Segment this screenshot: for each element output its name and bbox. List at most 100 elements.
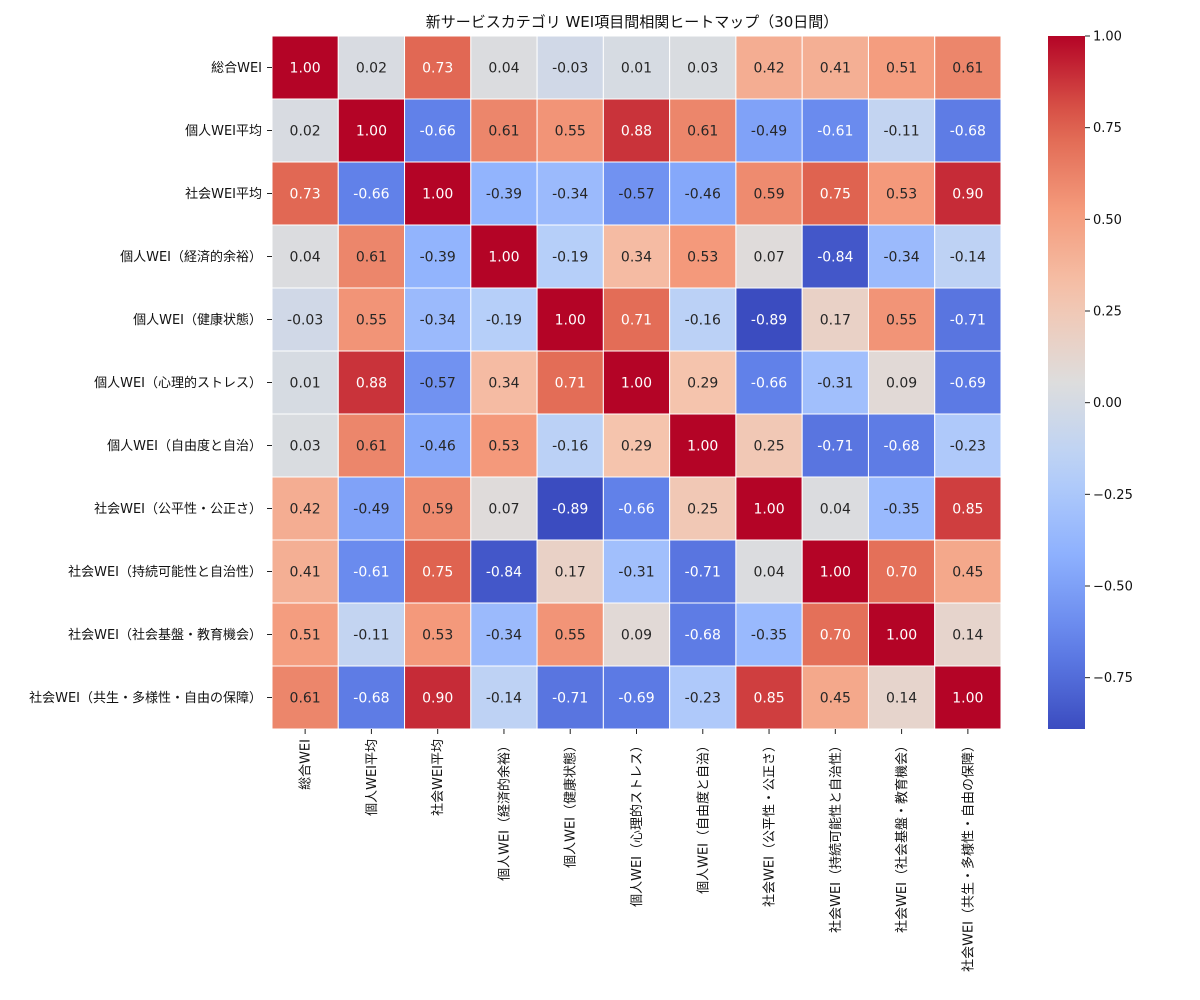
heatmap-cell-7-10 [934,476,1002,541]
cell-value-9-6: -0.68 [685,628,721,644]
cell-value-6-3: 0.53 [488,439,519,455]
cell-value-3-5: 0.34 [621,250,652,266]
heatmap-cell-3-9 [867,224,936,289]
cell-value-4-2: -0.34 [420,313,456,329]
heatmap-cell-5-5 [602,350,671,415]
heatmap-cell-6-1 [337,413,406,478]
cell-value-6-7: 0.25 [753,439,784,455]
heatmap-cell-0-2 [404,35,472,100]
heatmap-cell-10-2 [404,665,472,730]
heatmap-cell-10-7 [735,665,803,730]
cell-value-5-1: 0.88 [356,376,387,392]
heatmap-cell-0-10 [934,35,1002,100]
colorbar-tick-label-0: 1.00 [1093,30,1122,45]
cell-value-1-1: 1.00 [356,124,387,140]
heatmap-cell-1-9 [867,98,936,163]
heatmap-cell-0-5 [602,35,671,100]
colorbar-gradient [1048,36,1085,729]
heatmap-cell-5-8 [801,350,869,415]
cell-value-0-9: 0.51 [886,61,917,77]
colorbar-tick-label-6: −0.50 [1093,580,1133,595]
cell-value-2-2: 1.00 [422,187,453,203]
x-tick-label-10: 社会WEI（共生・多様性・自由の保障） [960,739,976,972]
cell-value-4-4: 1.00 [555,313,586,329]
cell-value-7-1: -0.49 [353,502,389,518]
cell-value-1-8: -0.61 [817,124,853,140]
colorbar-tick-label-5: −0.25 [1093,488,1133,503]
cell-value-2-7: 0.59 [753,187,784,203]
cell-value-3-10: -0.14 [950,250,986,266]
heatmap-cell-9-4 [536,602,604,667]
heatmap-cell-6-8 [801,413,869,478]
cell-value-1-0: 0.02 [290,124,321,140]
y-tick-label-9: 社会WEI（社会基盤・教育機会） [68,627,262,643]
heatmap-cell-0-1 [337,35,406,100]
cell-value-1-9: -0.11 [883,124,919,140]
cell-value-5-5: 1.00 [621,376,652,392]
heatmap-cell-4-3 [470,287,538,352]
cell-value-5-6: 0.29 [687,376,718,392]
cell-value-0-4: -0.03 [552,61,588,77]
heatmap-cell-0-7 [735,35,803,100]
x-tick-label-8: 社会WEI（持続可能性と自治性） [828,739,844,933]
heatmap-cell-7-1 [337,476,406,541]
heatmap-cell-10-8 [801,665,869,730]
cell-value-0-7: 0.42 [753,61,784,77]
cell-value-10-10: 1.00 [952,691,983,707]
heatmap-cell-2-5 [602,161,671,226]
heatmap-cell-0-9 [867,35,936,100]
heatmap-cell-6-9 [867,413,936,478]
heatmap-cell-1-5 [602,98,671,163]
heatmap-cell-3-3 [470,224,538,289]
cell-value-6-5: 0.29 [621,439,652,455]
heatmap-cell-10-9 [867,665,936,730]
cell-value-4-0: -0.03 [287,313,323,329]
heatmap-cell-1-7 [735,98,803,163]
cell-value-2-3: -0.39 [486,187,522,203]
heatmap-cell-8-8 [801,539,869,604]
x-tick-label-7: 社会WEI（公平性・公正さ） [762,739,778,907]
heatmap-cell-5-3 [470,350,538,415]
y-tick-label-7: 社会WEI（公平性・公正さ） [94,501,262,517]
heatmap-cell-10-4 [536,665,604,730]
cell-value-1-6: 0.61 [687,124,718,140]
cell-value-9-1: -0.11 [353,628,389,644]
heatmap-cell-1-8 [801,98,869,163]
cell-value-9-8: 0.70 [820,628,851,644]
heatmap-cell-3-10 [934,224,1002,289]
cell-value-10-7: 0.85 [753,691,784,707]
cell-value-7-6: 0.25 [687,502,718,518]
x-tick-label-0: 総合WEI [299,739,314,790]
cell-value-10-5: -0.69 [618,691,654,707]
cell-value-9-9: 1.00 [886,628,917,644]
cell-value-6-0: 0.03 [290,439,321,455]
cell-value-9-7: -0.35 [751,628,787,644]
cell-value-9-5: 0.09 [621,628,652,644]
cell-value-9-4: 0.55 [555,628,586,644]
heatmap-cell-4-6 [669,287,737,352]
cell-value-4-10: -0.71 [950,313,986,329]
heatmap-cell-8-2 [404,539,472,604]
y-tick-label-2: 社会WEI平均 [185,186,262,202]
cell-value-0-1: 0.02 [356,61,387,77]
cell-value-2-0: 0.73 [290,187,321,203]
heatmap-cell-8-3 [470,539,538,604]
cell-value-1-10: -0.68 [950,124,986,140]
heatmap-cell-4-2 [404,287,472,352]
heatmap-cell-2-0 [271,161,339,226]
cell-value-4-7: -0.89 [751,313,787,329]
heatmap-cell-5-0 [271,350,339,415]
heatmap-cell-2-6 [669,161,737,226]
heatmap-cell-5-10 [934,350,1002,415]
cell-value-1-2: -0.66 [420,124,456,140]
cell-value-8-5: -0.31 [618,565,654,581]
heatmap-cell-6-3 [470,413,538,478]
cell-value-4-1: 0.55 [356,313,387,329]
heatmap-cell-9-0 [271,602,339,667]
cell-value-1-7: -0.49 [751,124,787,140]
cell-value-3-0: 0.04 [290,250,321,266]
cell-value-6-9: -0.68 [883,439,919,455]
cell-value-8-3: -0.84 [486,565,522,581]
cell-value-8-8: 1.00 [820,565,851,581]
x-tick-label-2: 社会WEI平均 [430,739,446,816]
